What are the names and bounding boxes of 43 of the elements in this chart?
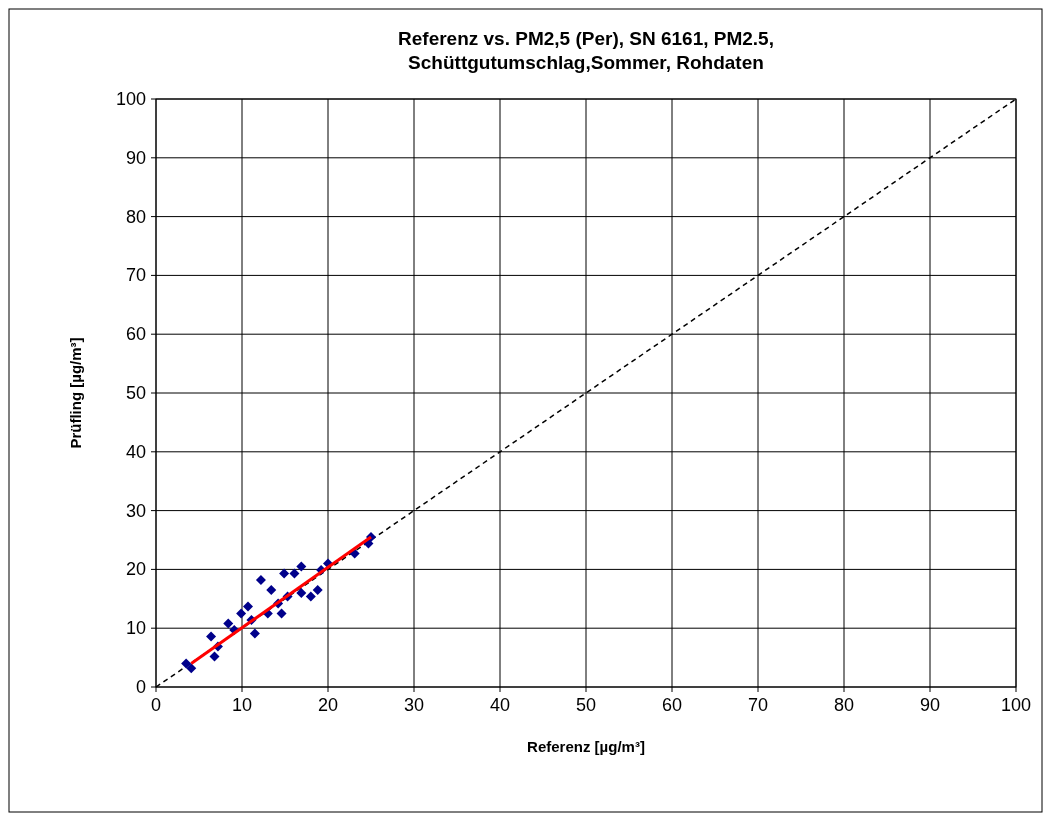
x-tick-label: 50 [575,695,597,715]
point [305,591,316,602]
point [186,663,197,674]
point [276,608,287,619]
point [206,631,217,642]
x-tick-label: 0 [150,695,162,715]
point [266,584,277,595]
y-tick-label: 0 [135,677,146,697]
point [223,618,234,629]
x-tick-label: 40 [489,695,511,715]
y-tick-label: 100 [115,89,146,109]
y-tick-label: 20 [125,559,146,580]
point [312,584,323,595]
point [296,587,307,598]
y-tick-label: 30 [125,500,146,521]
y-tick-label: 60 [125,324,146,345]
x-tick-label: 60 [661,695,683,715]
y-tick-label: 70 [125,265,146,286]
point [243,601,254,612]
point [296,561,307,572]
point [209,651,220,662]
y-axis-title: Prüfling [µg/m³] [67,337,84,449]
point [236,608,247,619]
y-tick-label: 80 [125,206,146,227]
point [289,568,300,579]
x-tick-label: 70 [747,695,769,715]
point [255,574,266,585]
x-axis-title: Referenz [µg/m³] [527,738,645,755]
y-tick-label: 90 [125,147,146,168]
point [249,628,260,639]
x-tick-label: 100 [1000,695,1032,715]
x-tick-label: 20 [317,695,339,715]
x-tick-label: 30 [403,695,425,715]
x-tick-label: 90 [919,695,941,715]
point [181,658,192,669]
y-tick-label: 50 [125,383,146,403]
x-tick-label: 10 [231,695,253,715]
y-tick-label: 40 [125,441,146,462]
point [349,548,360,559]
point [279,568,290,579]
y-tick-label: 10 [125,618,146,639]
x-tick-label: 80 [833,695,855,715]
chart-title: Referenz vs. PM2,5 (Per), SN 6161, PM2.5, Schüttgutumschlag,Sommer, Rohdaten [398,28,774,73]
